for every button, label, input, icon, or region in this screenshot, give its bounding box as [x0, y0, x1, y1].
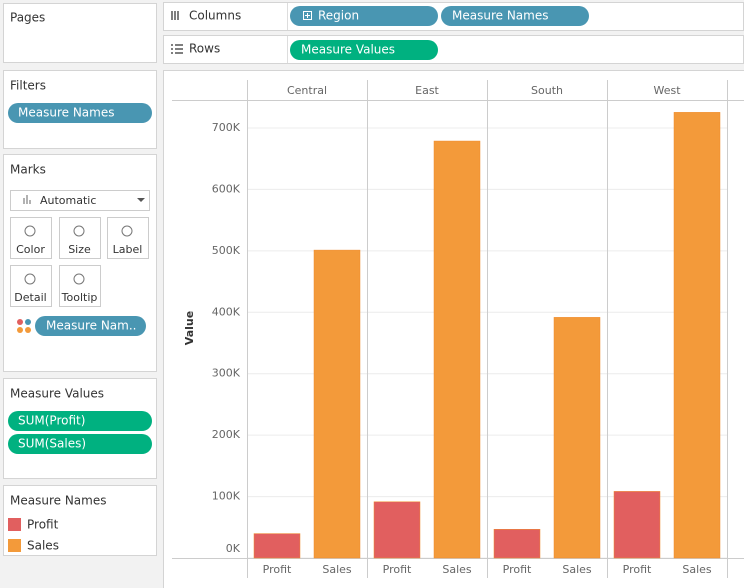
x-tick-label: Profit: [263, 563, 292, 576]
mark-button[interactable]: [10, 217, 52, 259]
icon: [24, 273, 36, 285]
card-title: Pages: [10, 11, 45, 25]
y-tick-label: 300K: [212, 367, 241, 380]
marks-card: [3, 154, 157, 372]
y-tick-label: 600K: [212, 182, 241, 195]
column-header: South: [531, 84, 563, 97]
mark-type: Automatic: [40, 194, 96, 207]
x-tick-label: Sales: [442, 563, 472, 576]
dropdown-arrow: [137, 198, 145, 202]
pill-label: Measure Names: [18, 106, 114, 120]
legend-label: Sales: [27, 539, 59, 553]
y-tick-label: 700K: [212, 121, 241, 134]
y-axis-label: Value: [183, 311, 196, 345]
x-tick-label: Profit: [503, 563, 532, 576]
mark-button[interactable]: [59, 217, 101, 259]
x-tick-label: Profit: [383, 563, 412, 576]
mark-button-label: Color: [16, 243, 45, 256]
icon: [17, 327, 23, 333]
icon: [73, 273, 85, 285]
bar: [613, 491, 661, 559]
y-tick-label: 100K: [212, 490, 241, 503]
mark-button-label: Detail: [14, 291, 46, 304]
pages-card: [3, 3, 157, 63]
card-title: Filters: [10, 79, 46, 93]
shelf-label: Columns: [189, 9, 241, 23]
icon: [171, 11, 179, 20]
mark-button[interactable]: [10, 265, 52, 307]
icon: [25, 319, 31, 325]
bar: [673, 112, 721, 559]
pill-label: Region: [318, 9, 359, 23]
legend-swatch: [8, 518, 21, 531]
icon: [303, 11, 312, 20]
rows-shelf: [163, 35, 744, 64]
y-tick-label: 0K: [226, 542, 241, 555]
y-tick-label: 400K: [212, 305, 241, 318]
bar: [553, 317, 601, 559]
pill[interactable]: [35, 316, 146, 336]
icon: [73, 225, 85, 237]
pill[interactable]: [8, 411, 152, 431]
shelf-label: Rows: [189, 42, 220, 56]
pill-label: Measure Values: [301, 43, 395, 57]
x-tick-label: Sales: [322, 563, 352, 576]
bar: [253, 533, 301, 559]
column-header: East: [415, 84, 439, 97]
mark-button-label: Label: [113, 243, 143, 256]
pill-label: Measure Nam..: [46, 319, 136, 333]
pill[interactable]: [290, 6, 438, 26]
card-title: Marks: [10, 163, 46, 177]
x-tick-label: Sales: [562, 563, 592, 576]
bar: [313, 249, 361, 559]
column-header: West: [653, 84, 681, 97]
pill-label: SUM(Sales): [18, 437, 86, 451]
y-tick-label: 500K: [212, 244, 241, 257]
icon: [17, 319, 23, 325]
bar: [433, 140, 481, 559]
icon: [171, 44, 183, 54]
pill[interactable]: [8, 434, 152, 454]
icon: [24, 225, 36, 237]
icon: [121, 225, 133, 237]
mark-button-label: Size: [68, 243, 91, 256]
legend-label: Profit: [27, 518, 59, 532]
bar: [493, 529, 541, 559]
x-tick-label: Sales: [682, 563, 712, 576]
column-header: Central: [287, 84, 327, 97]
bar: [373, 501, 421, 559]
mark-button-label: Tooltip: [61, 291, 98, 304]
icon: [23, 195, 31, 204]
mark-button[interactable]: [107, 217, 149, 259]
x-tick-label: Profit: [623, 563, 652, 576]
pill[interactable]: [290, 40, 438, 60]
pill-label: SUM(Profit): [18, 414, 85, 428]
pill[interactable]: [8, 103, 152, 123]
icon: [25, 327, 31, 333]
icon: [305, 13, 310, 18]
pill-label: Measure Names: [452, 9, 548, 23]
legend-swatch: [8, 539, 21, 552]
card-title: Measure Names: [10, 494, 106, 508]
pill[interactable]: [441, 6, 589, 26]
mark-type-dropdown[interactable]: [10, 190, 150, 211]
legend-card: [3, 485, 157, 556]
mark-button[interactable]: [59, 265, 101, 307]
card-title: Measure Values: [10, 387, 104, 401]
y-tick-label: 200K: [212, 428, 241, 441]
